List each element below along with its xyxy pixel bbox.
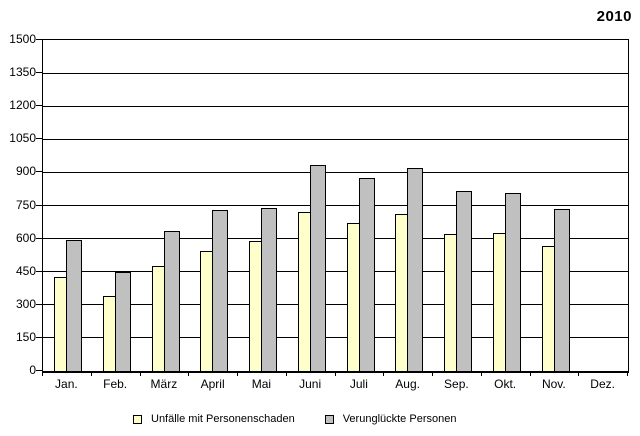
x-axis-label: März — [150, 377, 178, 391]
x-axis-label: Feb. — [103, 377, 128, 391]
y-gridline — [43, 238, 628, 240]
y-axis-tick — [36, 270, 42, 272]
x-axis-label: April — [200, 377, 225, 391]
bar-verungleuckte — [358, 177, 375, 371]
bar-verungleuckte — [163, 230, 180, 371]
x-axis-label: Sep. — [444, 377, 469, 391]
y-axis-tick-label: 750 — [15, 197, 36, 212]
y-gridline — [43, 304, 628, 306]
y-axis-tick-label: 0 — [29, 363, 36, 377]
x-axis-label: Dez. — [590, 377, 615, 391]
legend: Unfälle mit Personenschaden Verunglückte … — [133, 413, 456, 426]
legend-item: Verunglückte Personen — [324, 413, 457, 426]
y-axis-tick-label: 1350 — [9, 65, 36, 80]
y-gridline — [43, 337, 628, 339]
y-gridline — [43, 72, 628, 74]
y-axis-tick — [36, 237, 42, 239]
y-axis-tick-label: 450 — [15, 263, 36, 278]
legend-label: Unfälle mit Personenschaden — [151, 413, 295, 425]
bar-verungleuckte — [407, 167, 424, 371]
y-axis-tick — [36, 336, 42, 338]
x-axis-tick — [286, 372, 287, 376]
y-axis-tick-label: 1050 — [9, 131, 36, 146]
y-axis-tick — [36, 171, 42, 173]
y-gridline — [43, 205, 628, 206]
y-axis-tick-label: 150 — [15, 329, 36, 344]
bar-verungleuckte — [66, 239, 82, 371]
y-axis-tick — [36, 303, 42, 305]
x-axis-label: Jan. — [55, 377, 78, 391]
y-gridline — [43, 138, 628, 140]
x-axis-label: Juli — [349, 377, 368, 391]
x-axis-tick — [627, 372, 628, 376]
y-axis-tick — [36, 370, 42, 371]
x-axis-tick — [188, 372, 189, 376]
x-axis-tick — [237, 372, 238, 376]
y-gridline — [43, 171, 628, 173]
plot-area — [42, 39, 629, 373]
x-axis-tick — [578, 372, 579, 376]
bar-verungleuckte — [261, 207, 277, 371]
y-axis-tick-label: 900 — [15, 164, 36, 179]
legend-item: Unfälle mit Personenschaden — [133, 413, 295, 426]
x-axis-tick — [42, 372, 43, 376]
bar-verungleuckte — [456, 191, 472, 371]
y-axis-tick — [36, 105, 42, 107]
legend-label: Verunglückte Personen — [342, 413, 457, 425]
x-axis-tick — [335, 372, 336, 376]
bar-verungleuckte — [504, 193, 521, 371]
x-axis-label: Juni — [299, 377, 322, 391]
y-axis-tick — [36, 72, 42, 74]
x-axis-tick — [481, 372, 482, 376]
bar-verungleuckte — [212, 209, 229, 371]
legend-swatch — [324, 415, 334, 424]
bar-verungleuckte — [553, 208, 570, 371]
x-axis-tick — [383, 372, 384, 376]
bar-verungleuckte — [114, 271, 131, 371]
x-axis-tick — [140, 372, 141, 376]
x-axis-tick — [91, 372, 92, 376]
legend-swatch — [133, 415, 142, 424]
x-axis-label: Mai — [251, 377, 272, 391]
y-axis-tick — [36, 138, 42, 140]
y-axis-tick-label: 600 — [15, 230, 36, 245]
x-axis-tick — [530, 372, 531, 376]
x-axis-label: Nov. — [541, 377, 566, 391]
x-axis-tick — [432, 372, 433, 376]
y-axis-tick-label: 300 — [15, 296, 36, 311]
bar-verungleuckte — [309, 164, 326, 371]
y-axis-tick — [36, 39, 42, 40]
y-gridline — [43, 105, 628, 107]
chart-title-year: 2010 — [596, 8, 632, 25]
y-gridline — [43, 271, 628, 273]
x-axis-label: Okt. — [494, 377, 517, 391]
y-axis-tick — [36, 204, 42, 206]
y-axis-tick-label: 1200 — [9, 98, 36, 113]
y-axis-tick-label: 1500 — [9, 32, 36, 46]
x-axis-label: Aug. — [395, 377, 420, 391]
